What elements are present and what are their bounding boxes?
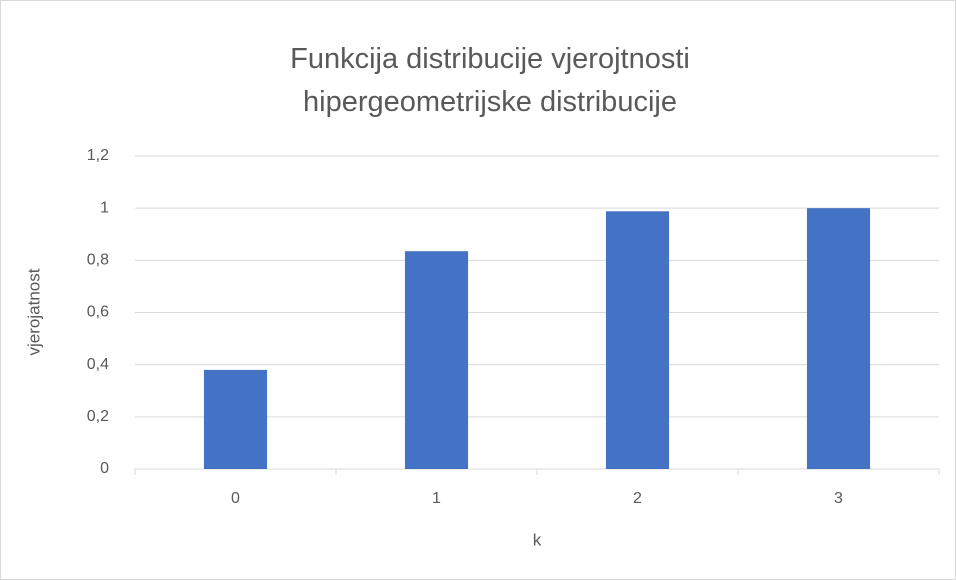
- y-tick-label: 0,2: [87, 408, 109, 425]
- y-tick-label: 1: [100, 199, 109, 216]
- y-axis-label: vjerojatnost: [24, 268, 43, 355]
- x-axis-label: k: [533, 530, 542, 549]
- x-tick-label: 0: [231, 490, 240, 507]
- bar: [806, 208, 871, 469]
- bar: [203, 369, 268, 469]
- x-tick-label: 3: [834, 490, 843, 507]
- y-tick-label: 0,4: [87, 356, 109, 373]
- bar: [605, 211, 670, 469]
- x-tick-label: 1: [432, 490, 441, 507]
- x-tick-label: 2: [633, 490, 642, 507]
- y-tick-label: 0,8: [87, 252, 109, 269]
- y-tick-label: 0: [100, 460, 109, 477]
- chart-title: Funkcija distribucije vjerojtnosti hiper…: [290, 43, 690, 118]
- y-tick-label: 1,2: [87, 147, 109, 164]
- bar: [404, 251, 469, 469]
- y-tick-label: 0,6: [87, 304, 109, 321]
